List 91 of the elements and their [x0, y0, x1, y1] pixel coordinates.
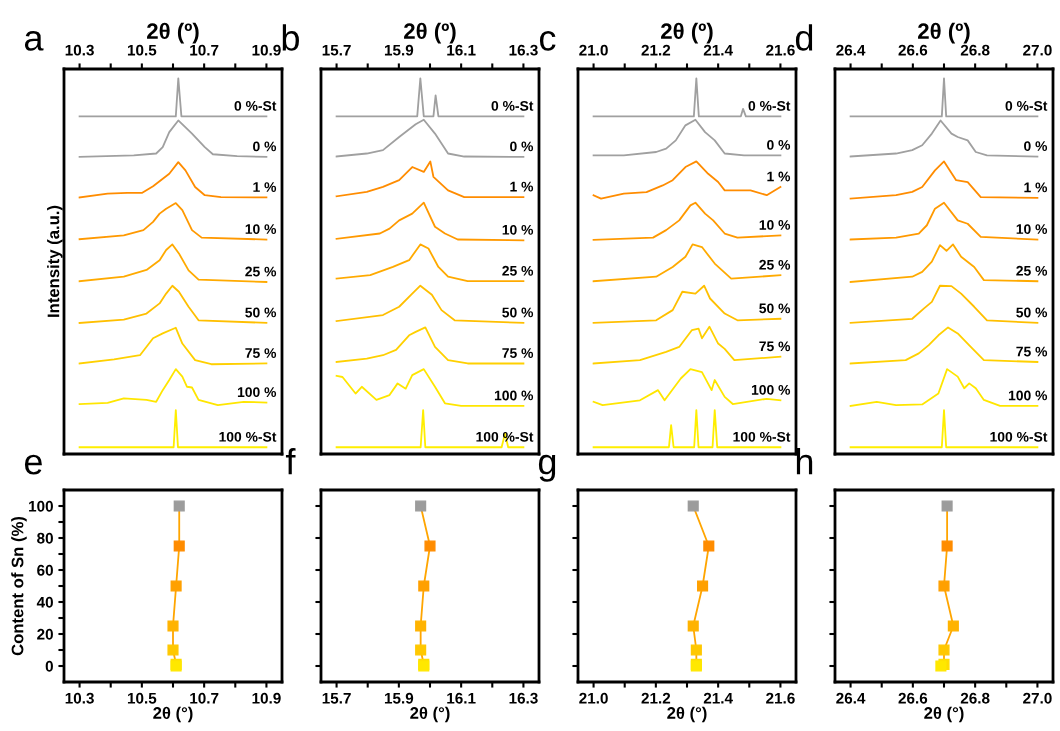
x-tick-label: 10.5 [127, 692, 157, 704]
x-tick-label: 15.7 [322, 692, 351, 704]
y-tick-label: 80 [37, 532, 53, 544]
series-label: 100 %-St [990, 431, 1048, 442]
series-label: 1 % [1024, 182, 1048, 193]
x-tick-label: 16.1 [447, 44, 476, 56]
series-label: 100 % [751, 384, 791, 395]
series-label: 75 % [502, 348, 534, 358]
series-label: 1 % [767, 171, 791, 182]
y-tick-label: 60 [37, 564, 53, 576]
y-axis-title: Intensity (a.u.) [47, 205, 63, 317]
y-tick-label: 100 [29, 500, 53, 512]
x-axis-title: 2θ (º) [404, 22, 456, 44]
series-label: 100 % [237, 387, 277, 398]
series-label: 50 % [759, 303, 791, 314]
series-label: 10 % [502, 224, 534, 235]
y-tick-label: 20 [37, 628, 53, 640]
series-label: 100 % [494, 390, 534, 401]
chart-title: a [24, 30, 44, 51]
series-label: 25 % [502, 265, 534, 276]
x-tick-label: 26.4 [836, 44, 866, 56]
x-tick-label: 26.8 [960, 44, 990, 56]
series-label: 0 % [510, 141, 534, 152]
chart-title: d [795, 24, 813, 51]
x-tick-label: 15.9 [384, 692, 414, 704]
series-label: 10 % [245, 224, 277, 234]
series-label: 0 % [1024, 141, 1048, 151]
series-label: 25 % [1016, 265, 1048, 276]
x-tick-label: 10.3 [65, 692, 94, 704]
series-label: 50 % [502, 307, 534, 318]
x-axis-title: 2θ (º) [661, 22, 713, 44]
series-label: 100 %-St [219, 431, 277, 442]
x-tick-label: 27.0 [1023, 44, 1052, 56]
series-label: 0 %-St [491, 100, 534, 111]
chart-title: h [796, 448, 813, 475]
series-label: 1 % [510, 181, 534, 192]
x-tick-label: 21.6 [766, 44, 795, 56]
x-axis-title: 2θ (°) [924, 706, 964, 723]
y-tick-label: 0 [45, 660, 53, 672]
series-label: 10 % [759, 220, 791, 230]
chart-title: e [24, 454, 42, 475]
x-tick-label: 21.4 [703, 692, 733, 704]
x-axis-title: 2θ (°) [153, 706, 193, 723]
x-tick-label: 26.4 [836, 692, 866, 704]
y-axis-title: Content of Sn (%) [11, 516, 27, 656]
x-tick-label: 15.7 [322, 44, 351, 56]
x-tick-label: 21.2 [641, 44, 671, 56]
series-label: 0 % [253, 141, 277, 152]
x-tick-label: 21.6 [766, 692, 795, 704]
x-tick-label: 16.3 [509, 692, 538, 704]
chart-title: b [282, 24, 299, 51]
x-tick-label: 10.9 [252, 692, 281, 704]
x-tick-label: 10.7 [190, 692, 219, 704]
series-label: 75 % [759, 341, 791, 352]
x-tick-label: 21.0 [579, 44, 608, 56]
series-label: 100 % [1008, 390, 1048, 401]
x-axis-title: 2θ (º) [147, 22, 199, 44]
x-tick-label: 16.3 [509, 44, 538, 56]
x-tick-label: 21.0 [579, 692, 608, 704]
series-label: 50 % [245, 307, 277, 318]
series-label: 0 %-St [1005, 100, 1048, 111]
chart-title: c [539, 30, 556, 51]
y-tick-label: 40 [36, 596, 53, 608]
series-label: 25 % [759, 259, 791, 270]
x-axis-title: 2θ (°) [410, 706, 450, 723]
x-tick-label: 10.5 [127, 44, 157, 56]
x-tick-label: 16.1 [447, 692, 476, 704]
series-label: 100 %-St [733, 431, 791, 442]
series-label: 25 % [245, 266, 277, 277]
x-tick-label: 26.6 [898, 44, 928, 56]
series-label: 10 % [1016, 224, 1048, 234]
series-label: 75 % [245, 348, 277, 358]
series-label: 1 % [253, 182, 277, 192]
x-tick-label: 21.4 [703, 44, 733, 56]
x-tick-label: 27.0 [1023, 692, 1052, 704]
x-tick-label: 26.8 [960, 692, 990, 704]
chart-title: g [538, 454, 556, 482]
x-tick-label: 10.7 [190, 44, 219, 56]
x-tick-label: 15.9 [384, 44, 414, 56]
series-label: 50 % [1016, 307, 1048, 318]
x-axis-title: 2θ (º) [918, 22, 970, 44]
series-label: 75 % [1016, 346, 1048, 357]
x-axis-title: 2θ (°) [667, 706, 707, 723]
x-tick-label: 10.9 [252, 44, 281, 56]
x-tick-label: 10.3 [65, 44, 94, 56]
series-label: 0 %-St [234, 100, 277, 111]
chart-title: f [285, 448, 296, 475]
series-label: 0 % [767, 140, 791, 150]
series-label: 0 %-St [748, 100, 791, 111]
x-tick-label: 26.6 [898, 692, 928, 704]
x-tick-label: 21.2 [641, 692, 671, 704]
